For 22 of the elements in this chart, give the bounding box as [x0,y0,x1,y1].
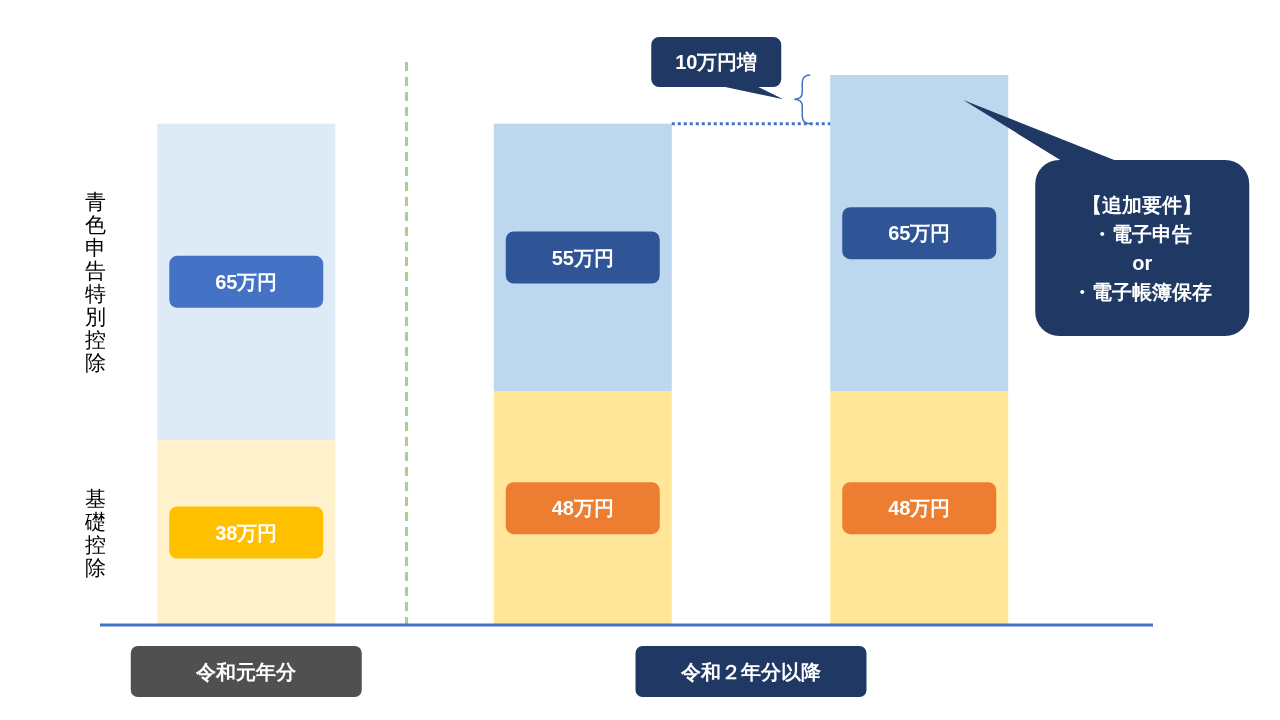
value-label: 38万円 [169,506,324,559]
data-label: 55万円 [551,246,614,269]
value-label: 48万円 [842,482,997,535]
value-label: 48万円 [505,482,660,535]
x-tick-label: 令和元年分 [195,661,298,683]
data-label: 38万円 [215,521,278,544]
series-name: 基礎控除 [84,487,106,579]
annotation: ・電子申告 [1092,222,1193,245]
annotation: 令和２年分以降 [635,646,867,697]
series-name: 青色申告特別控除 [84,190,106,375]
annotation: ・電子帳簿保存 [1072,280,1213,303]
value-label: 65万円 [169,255,324,308]
category-label: 令和元年分 [130,646,362,697]
annotation: or [1132,251,1153,274]
data-label: 65万円 [215,270,278,293]
value-label: 55万円 [505,231,660,284]
data-label: 65万円 [888,222,951,245]
data-label: 48万円 [551,497,614,520]
annotation: 10万円増 [675,51,758,73]
value-label: 65万円 [842,207,997,260]
data-label: 48万円 [888,497,951,520]
annotation: 【追加要件】 [1082,193,1203,216]
